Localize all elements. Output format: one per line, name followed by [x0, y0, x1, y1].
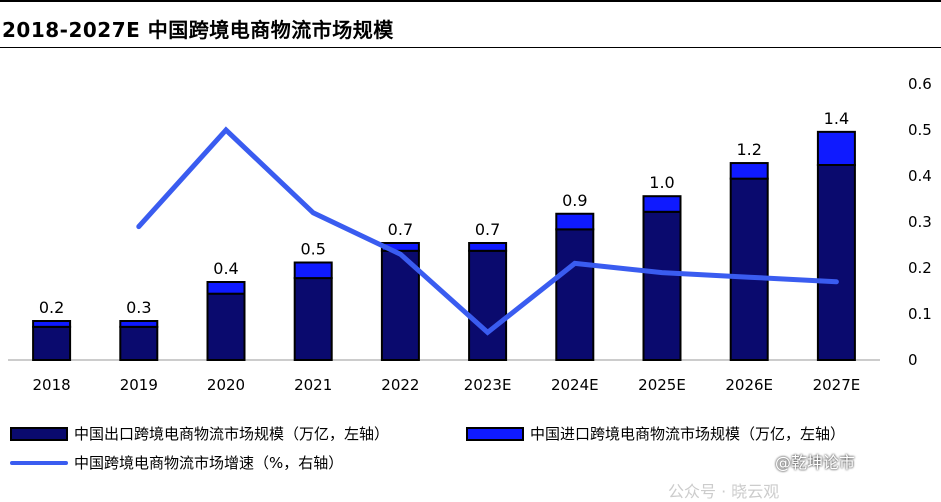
bar-import — [469, 243, 506, 251]
x-tick-label: 2019 — [120, 376, 158, 394]
bar-total-label: 0.7 — [475, 220, 500, 239]
bar-total-label: 1.4 — [824, 109, 849, 128]
bar-export — [33, 327, 70, 360]
x-tick-label: 2023E — [464, 376, 512, 394]
bar-import — [33, 321, 70, 327]
x-tick-label: 2026E — [725, 376, 773, 394]
legend-growth-label: 中国跨境电商物流市场增速（%，右轴） — [74, 452, 343, 473]
chart-canvas: 0.2 2018 0.3 2019 0.4 2020 0.5 2021 0.7 2022 0.7 20… — [0, 0, 941, 410]
watermark: @乾坤论市 — [775, 449, 855, 473]
bar-export — [644, 212, 681, 360]
y-right-tick-label: 0.3 — [908, 213, 932, 231]
y-right-tick-label: 0.2 — [908, 259, 932, 277]
y-right-tick-label: 0.5 — [908, 121, 932, 139]
bar-export — [469, 251, 506, 360]
x-tick-label: 2022 — [381, 376, 419, 394]
x-tick-label: 2018 — [33, 376, 71, 394]
bar-import — [120, 321, 157, 327]
bar-total-label: 0.9 — [562, 191, 587, 210]
bar-import — [556, 214, 593, 230]
bar-import — [208, 282, 245, 294]
bar-export — [295, 278, 332, 360]
bar-total-label: 0.4 — [213, 259, 238, 278]
bar-total-label: 1.2 — [736, 140, 761, 159]
legend-import: 中国进口跨境电商物流市场规模（万亿，左轴） — [466, 423, 845, 444]
x-tick-label: 2021 — [294, 376, 332, 394]
legend-import-swatch — [466, 427, 524, 441]
legend-export-swatch — [10, 427, 68, 441]
x-tick-label: 2024E — [551, 376, 599, 394]
watermark-bottom: 公众号 · 晓云观 — [668, 478, 779, 502]
bar-export — [208, 294, 245, 360]
bar-import — [295, 263, 332, 279]
legend-export-label: 中国出口跨境电商物流市场规模（万亿，左轴） — [74, 423, 389, 444]
bar-total-label: 0.3 — [126, 298, 151, 317]
legend-growth: 中国跨境电商物流市场增速（%，右轴） — [10, 452, 343, 473]
legend-export: 中国出口跨境电商物流市场规模（万亿，左轴） — [10, 423, 389, 444]
bar-total-label: 0.2 — [39, 298, 64, 317]
bar-import — [644, 196, 681, 212]
bar-import — [731, 163, 768, 179]
y-right-tick-label: 0.6 — [908, 75, 932, 93]
bar-total-label: 0.7 — [388, 220, 413, 239]
x-tick-label: 2025E — [638, 376, 686, 394]
bar-total-label: 1.0 — [649, 173, 674, 192]
x-tick-label: 2020 — [207, 376, 245, 394]
bar-export — [120, 327, 157, 360]
bar-export — [731, 179, 768, 360]
bar-import — [818, 132, 855, 165]
y-right-tick-label: 0.1 — [908, 305, 932, 323]
y-right-tick-label: 0 — [908, 351, 918, 369]
bar-export — [556, 229, 593, 360]
bar-total-label: 0.5 — [300, 240, 325, 259]
y-right-tick-label: 0.4 — [908, 167, 932, 185]
legend-import-label: 中国进口跨境电商物流市场规模（万亿，左轴） — [530, 423, 845, 444]
x-tick-label: 2027E — [813, 376, 861, 394]
legend-growth-swatch — [10, 461, 68, 465]
bar-export — [818, 165, 855, 360]
